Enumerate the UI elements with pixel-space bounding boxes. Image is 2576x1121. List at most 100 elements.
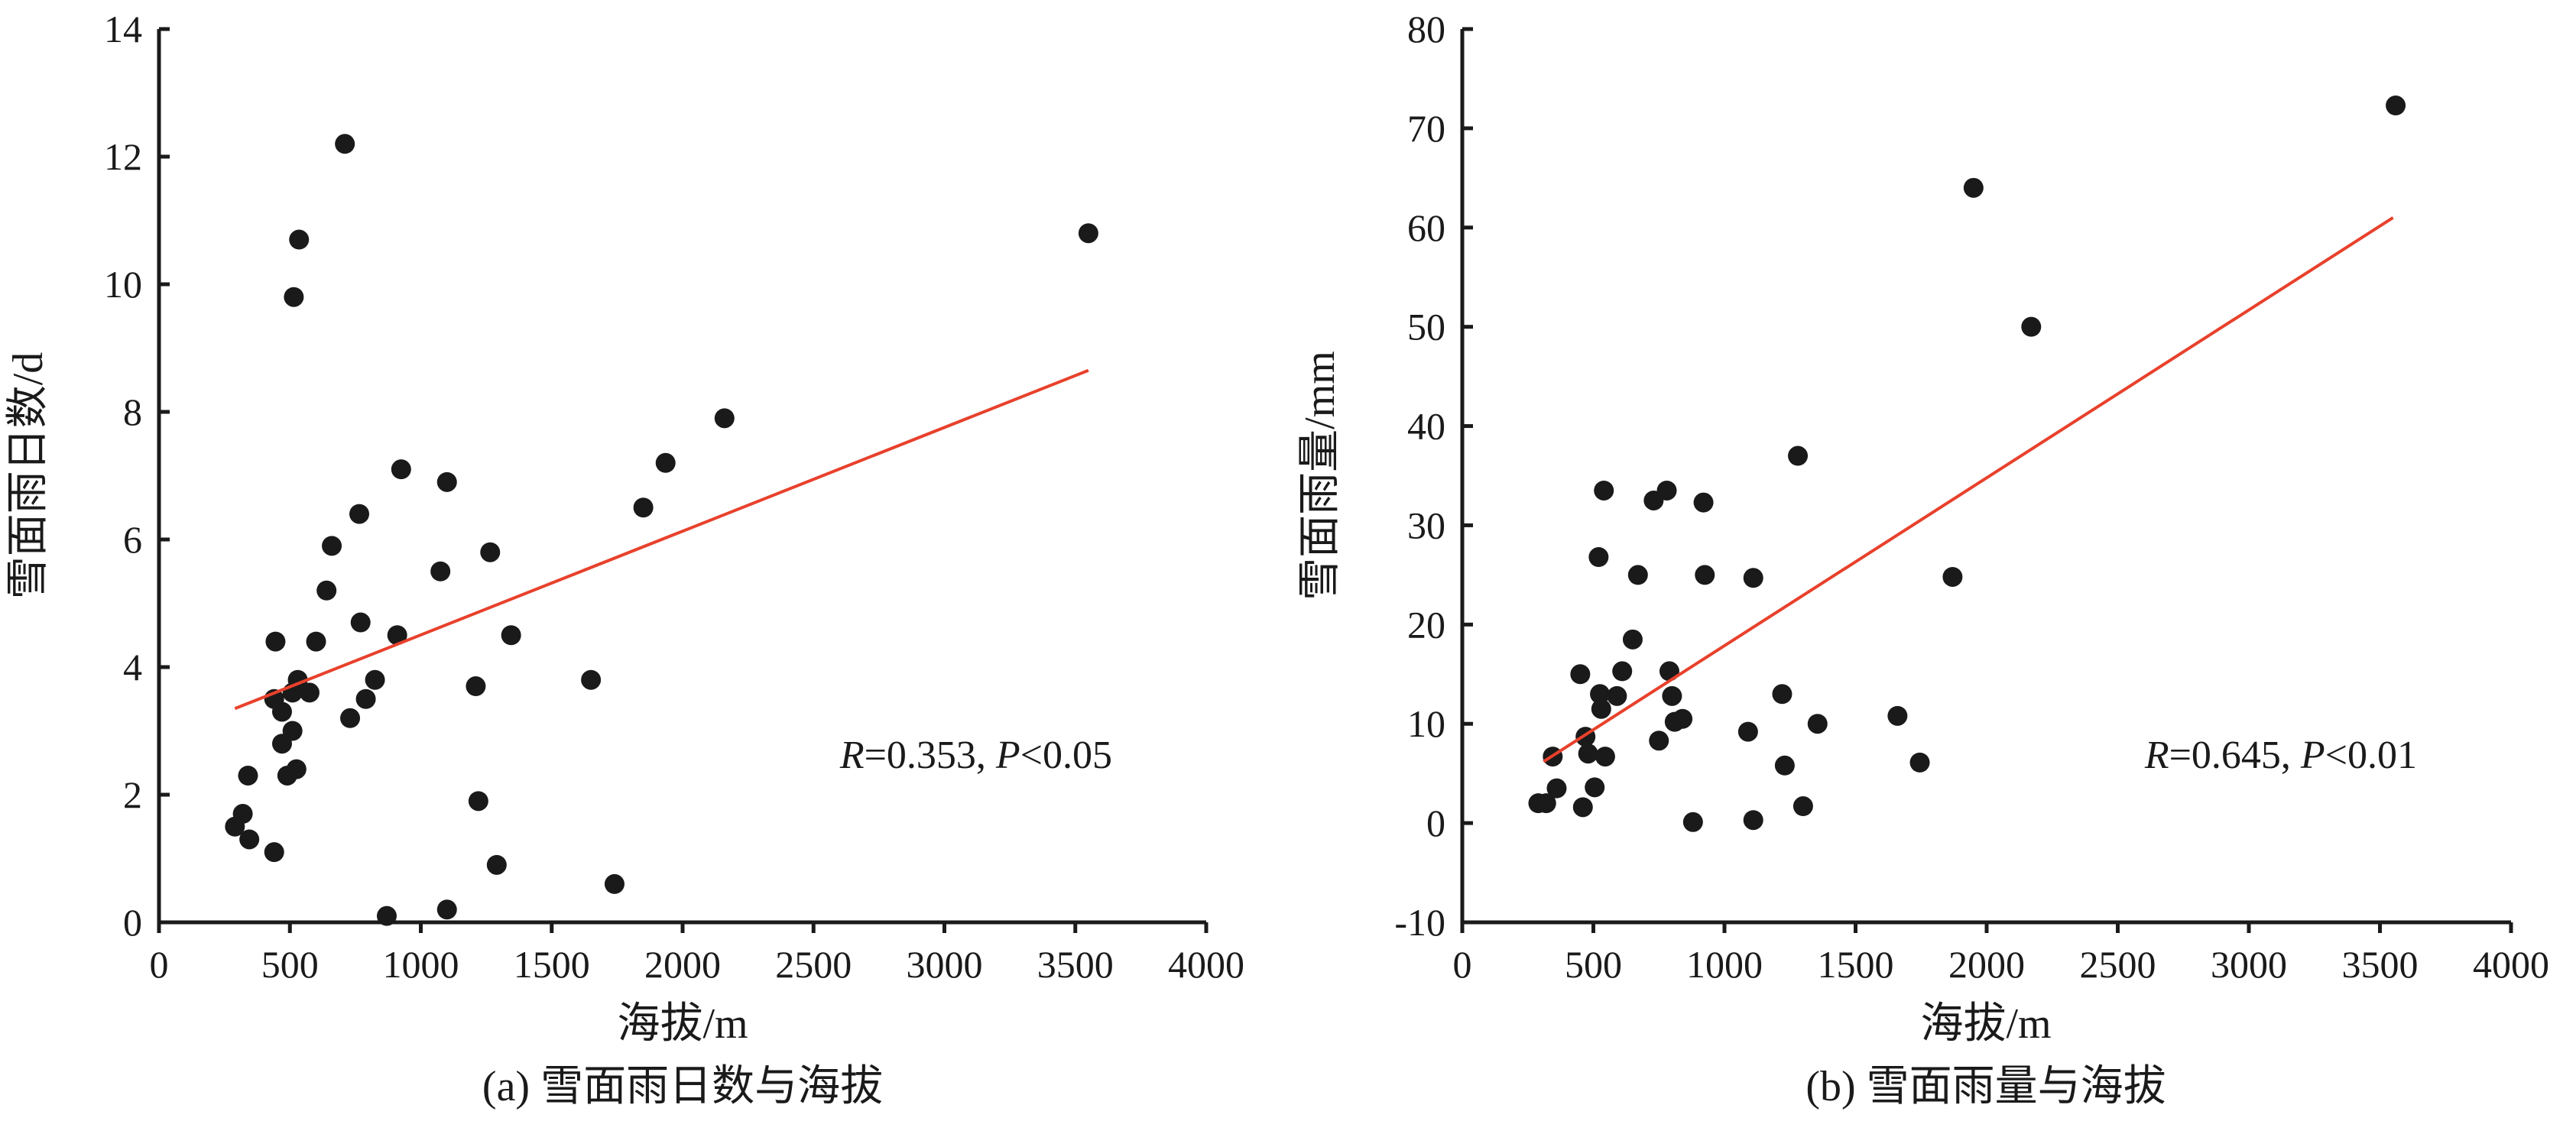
correlation-annotation: R=0.645, P<0.01	[2144, 734, 2417, 777]
data-point	[349, 504, 370, 524]
data-point	[1963, 177, 1984, 198]
data-point	[1591, 698, 1611, 719]
data-point	[714, 408, 735, 429]
y-axis-title: 雪面雨量/mm	[1296, 351, 1344, 601]
y-tick-label: 30	[1407, 504, 1445, 546]
data-point	[1546, 778, 1567, 799]
data-point	[1695, 565, 1715, 585]
data-point	[486, 854, 507, 875]
data-point	[1682, 812, 1703, 832]
data-point	[1649, 731, 1669, 751]
data-point	[1662, 685, 1682, 706]
y-tick-label: 14	[104, 8, 142, 50]
data-point	[316, 580, 337, 601]
data-point	[604, 873, 625, 894]
x-tick-label: 500	[261, 943, 319, 986]
data-point	[340, 708, 361, 728]
chart-panel-a: 0 500 1000 1500 2000 2500 3000 3500 4000 0 2 4 6 8 10 1…	[5, 8, 1244, 1110]
data-point	[430, 561, 451, 582]
data-point	[1595, 747, 1615, 767]
x-tick-label: 1500	[1818, 943, 1894, 986]
panel-caption: (b) 雪面雨量与海拔	[1805, 1063, 2166, 1110]
data-point	[1627, 565, 1648, 585]
y-tick-label: -10	[1394, 901, 1445, 944]
regression-line	[1543, 216, 2394, 763]
data-point	[322, 536, 342, 556]
x-tick-label: 0	[1453, 943, 1472, 986]
y-axis-title: 雪面雨日数/d	[5, 352, 52, 600]
y-tick-label: 4	[123, 646, 142, 688]
x-tick-label: 0	[150, 943, 169, 986]
data-point	[1772, 684, 1792, 705]
data-point	[1588, 547, 1609, 568]
data-point	[271, 701, 292, 722]
data-point	[1788, 445, 1809, 466]
data-point	[232, 804, 253, 825]
data-point	[239, 829, 260, 850]
data-point	[1909, 752, 1930, 773]
x-tick-label: 2500	[2080, 943, 2156, 986]
data-point	[1672, 708, 1693, 729]
data-point	[1807, 714, 1828, 734]
data-point	[436, 899, 457, 920]
data-point	[391, 459, 411, 480]
data-point	[1585, 777, 1605, 798]
data-point	[1942, 566, 1963, 587]
y-tick-label: 8	[123, 390, 142, 433]
x-tick-label: 1000	[383, 943, 459, 986]
y-tick-label: 6	[123, 518, 142, 561]
x-axis-title: 海拔/m	[617, 1000, 748, 1048]
data-point	[1594, 480, 1614, 501]
x-tick-label: 3500	[2342, 943, 2419, 986]
x-tick-label: 500	[1565, 943, 1622, 986]
y-tick-label: 12	[104, 135, 142, 178]
annotation-r-symbol: R	[839, 734, 865, 777]
regression-line	[234, 368, 1089, 711]
data-point	[1656, 480, 1677, 501]
y-tick-label: 2	[123, 773, 142, 816]
data-point	[1536, 793, 1556, 814]
data-point	[306, 631, 326, 652]
data-point	[2021, 316, 2042, 337]
data-point	[1737, 721, 1758, 742]
x-tick-label: 2500	[775, 943, 852, 986]
data-point	[1693, 492, 1714, 513]
data-point	[289, 229, 310, 250]
y-tick-label: 80	[1407, 8, 1445, 50]
x-tick-label: 4000	[2473, 943, 2549, 986]
y-tick-label: 50	[1407, 306, 1445, 348]
annotation-p-symbol: P	[2300, 734, 2325, 777]
data-point	[1887, 705, 1908, 726]
annotation-p-value: <0.05	[1020, 734, 1112, 777]
y-tick-label: 70	[1407, 107, 1445, 150]
data-point	[1570, 664, 1591, 685]
data-point	[282, 721, 303, 741]
data-point	[1578, 744, 1598, 764]
data-point	[286, 759, 307, 779]
x-axis-title: 海拔/m	[1920, 1000, 2051, 1048]
data-point	[1792, 796, 1813, 817]
y-tick-label: 0	[123, 901, 142, 944]
data-point	[1743, 810, 1763, 831]
data-point	[387, 625, 407, 646]
data-point	[284, 287, 304, 307]
data-point	[2386, 96, 2406, 116]
data-point	[1612, 661, 1633, 682]
data-point	[264, 842, 284, 863]
x-tick-label: 1500	[514, 943, 590, 986]
y-tick-label: 20	[1407, 603, 1445, 646]
annotation-r-value: =0.353,	[865, 734, 996, 777]
chart-panel-b: 0 500 1000 1500 2000 2500 3000 3500 4000-1001020…	[1296, 8, 2549, 1110]
data-point	[480, 542, 501, 562]
annotation-r-value: =0.645,	[2169, 734, 2301, 777]
y-tick-label: 40	[1407, 405, 1445, 448]
annotation-p-symbol: P	[995, 734, 1020, 777]
data-point	[376, 906, 397, 926]
panel-caption: (a) 雪面雨日数与海拔	[482, 1063, 883, 1110]
y-tick-label: 10	[104, 263, 142, 306]
data-point	[238, 765, 258, 786]
y-tick-label: 0	[1426, 802, 1445, 844]
y-tick-label: 60	[1407, 206, 1445, 249]
data-point	[436, 471, 457, 492]
data-point	[501, 625, 521, 646]
